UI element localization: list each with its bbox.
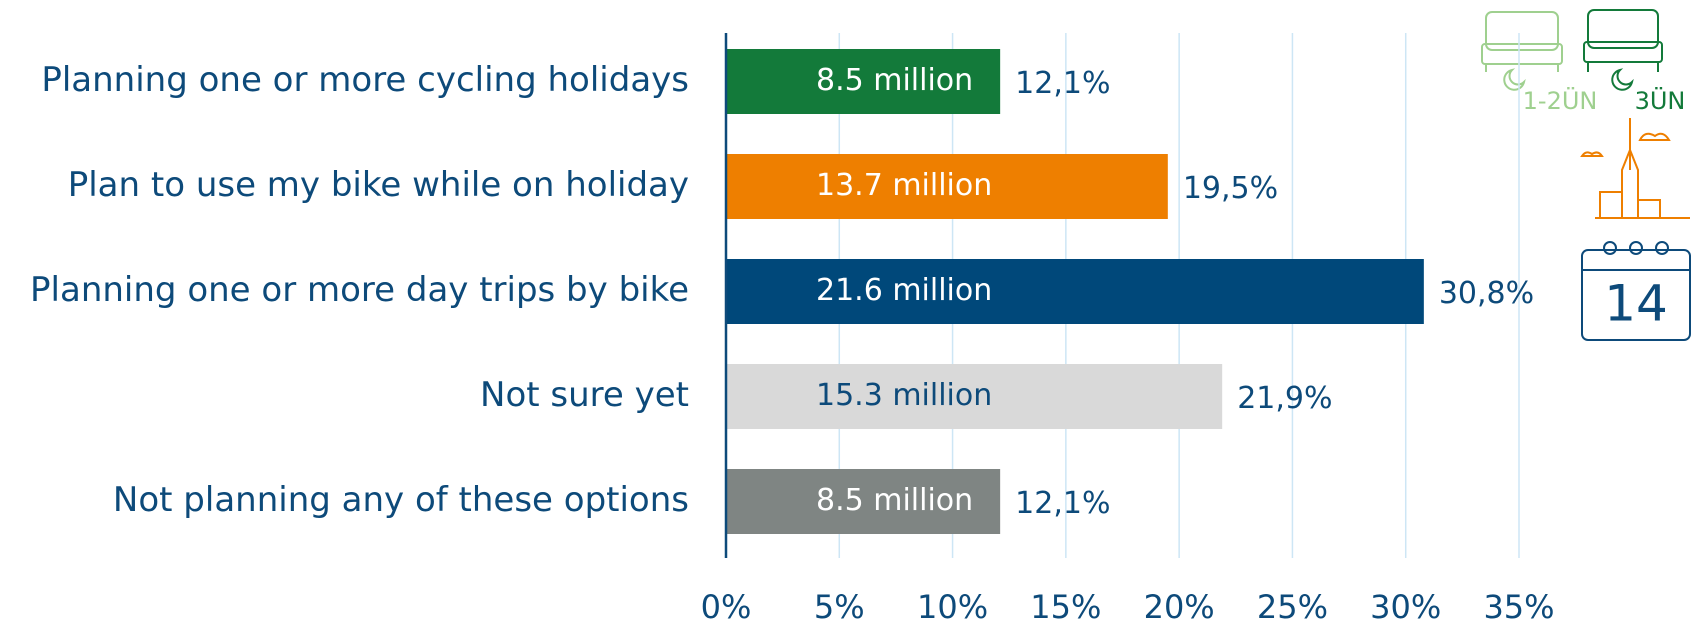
bar bbox=[726, 49, 1001, 114]
value-label: 12,1% bbox=[1015, 66, 1110, 101]
category-label: Plan to use my bike while on holiday bbox=[68, 165, 689, 205]
value-label: 21,9% bbox=[1237, 381, 1332, 416]
icon-label: 3ÜN bbox=[1635, 86, 1686, 115]
bar bbox=[726, 364, 1223, 429]
x-tick-label: 25% bbox=[1257, 588, 1328, 624]
x-tick-label: 0% bbox=[701, 588, 752, 624]
inner-label: 21.6 million bbox=[816, 273, 992, 308]
inner-label: 15.3 million bbox=[816, 378, 992, 413]
x-tick-label: 5% bbox=[814, 588, 865, 624]
bar bbox=[726, 469, 1001, 534]
x-tick-label: 35% bbox=[1483, 588, 1554, 624]
bar bbox=[726, 154, 1168, 219]
x-tick-label: 30% bbox=[1370, 588, 1441, 624]
bar bbox=[726, 259, 1424, 324]
category-label: Not sure yet bbox=[480, 375, 689, 415]
x-tick-label: 10% bbox=[917, 588, 988, 624]
inner-label: 8.5 million bbox=[816, 483, 973, 518]
inner-label: 8.5 million bbox=[816, 63, 973, 98]
value-label: 30,8% bbox=[1439, 276, 1534, 311]
bed-icon-light bbox=[1481, 11, 1563, 91]
bed-icon-dark bbox=[1583, 9, 1663, 91]
value-label: 12,1% bbox=[1015, 486, 1110, 521]
category-label: Planning one or more cycling holidays bbox=[41, 60, 689, 100]
icon-label: 14 bbox=[1604, 275, 1668, 333]
x-tick-label: 15% bbox=[1030, 588, 1101, 624]
category-label: Not planning any of these options bbox=[113, 480, 689, 520]
calendar-icon bbox=[1581, 241, 1691, 341]
town-icon bbox=[1580, 118, 1690, 219]
value-label: 19,5% bbox=[1183, 171, 1278, 206]
category-label: Planning one or more day trips by bike bbox=[30, 270, 689, 310]
icons bbox=[1481, 9, 1691, 341]
icon-label: 1-2ÜN bbox=[1523, 86, 1598, 115]
inner-label: 13.7 million bbox=[816, 168, 992, 203]
x-tick-label: 20% bbox=[1144, 588, 1215, 624]
